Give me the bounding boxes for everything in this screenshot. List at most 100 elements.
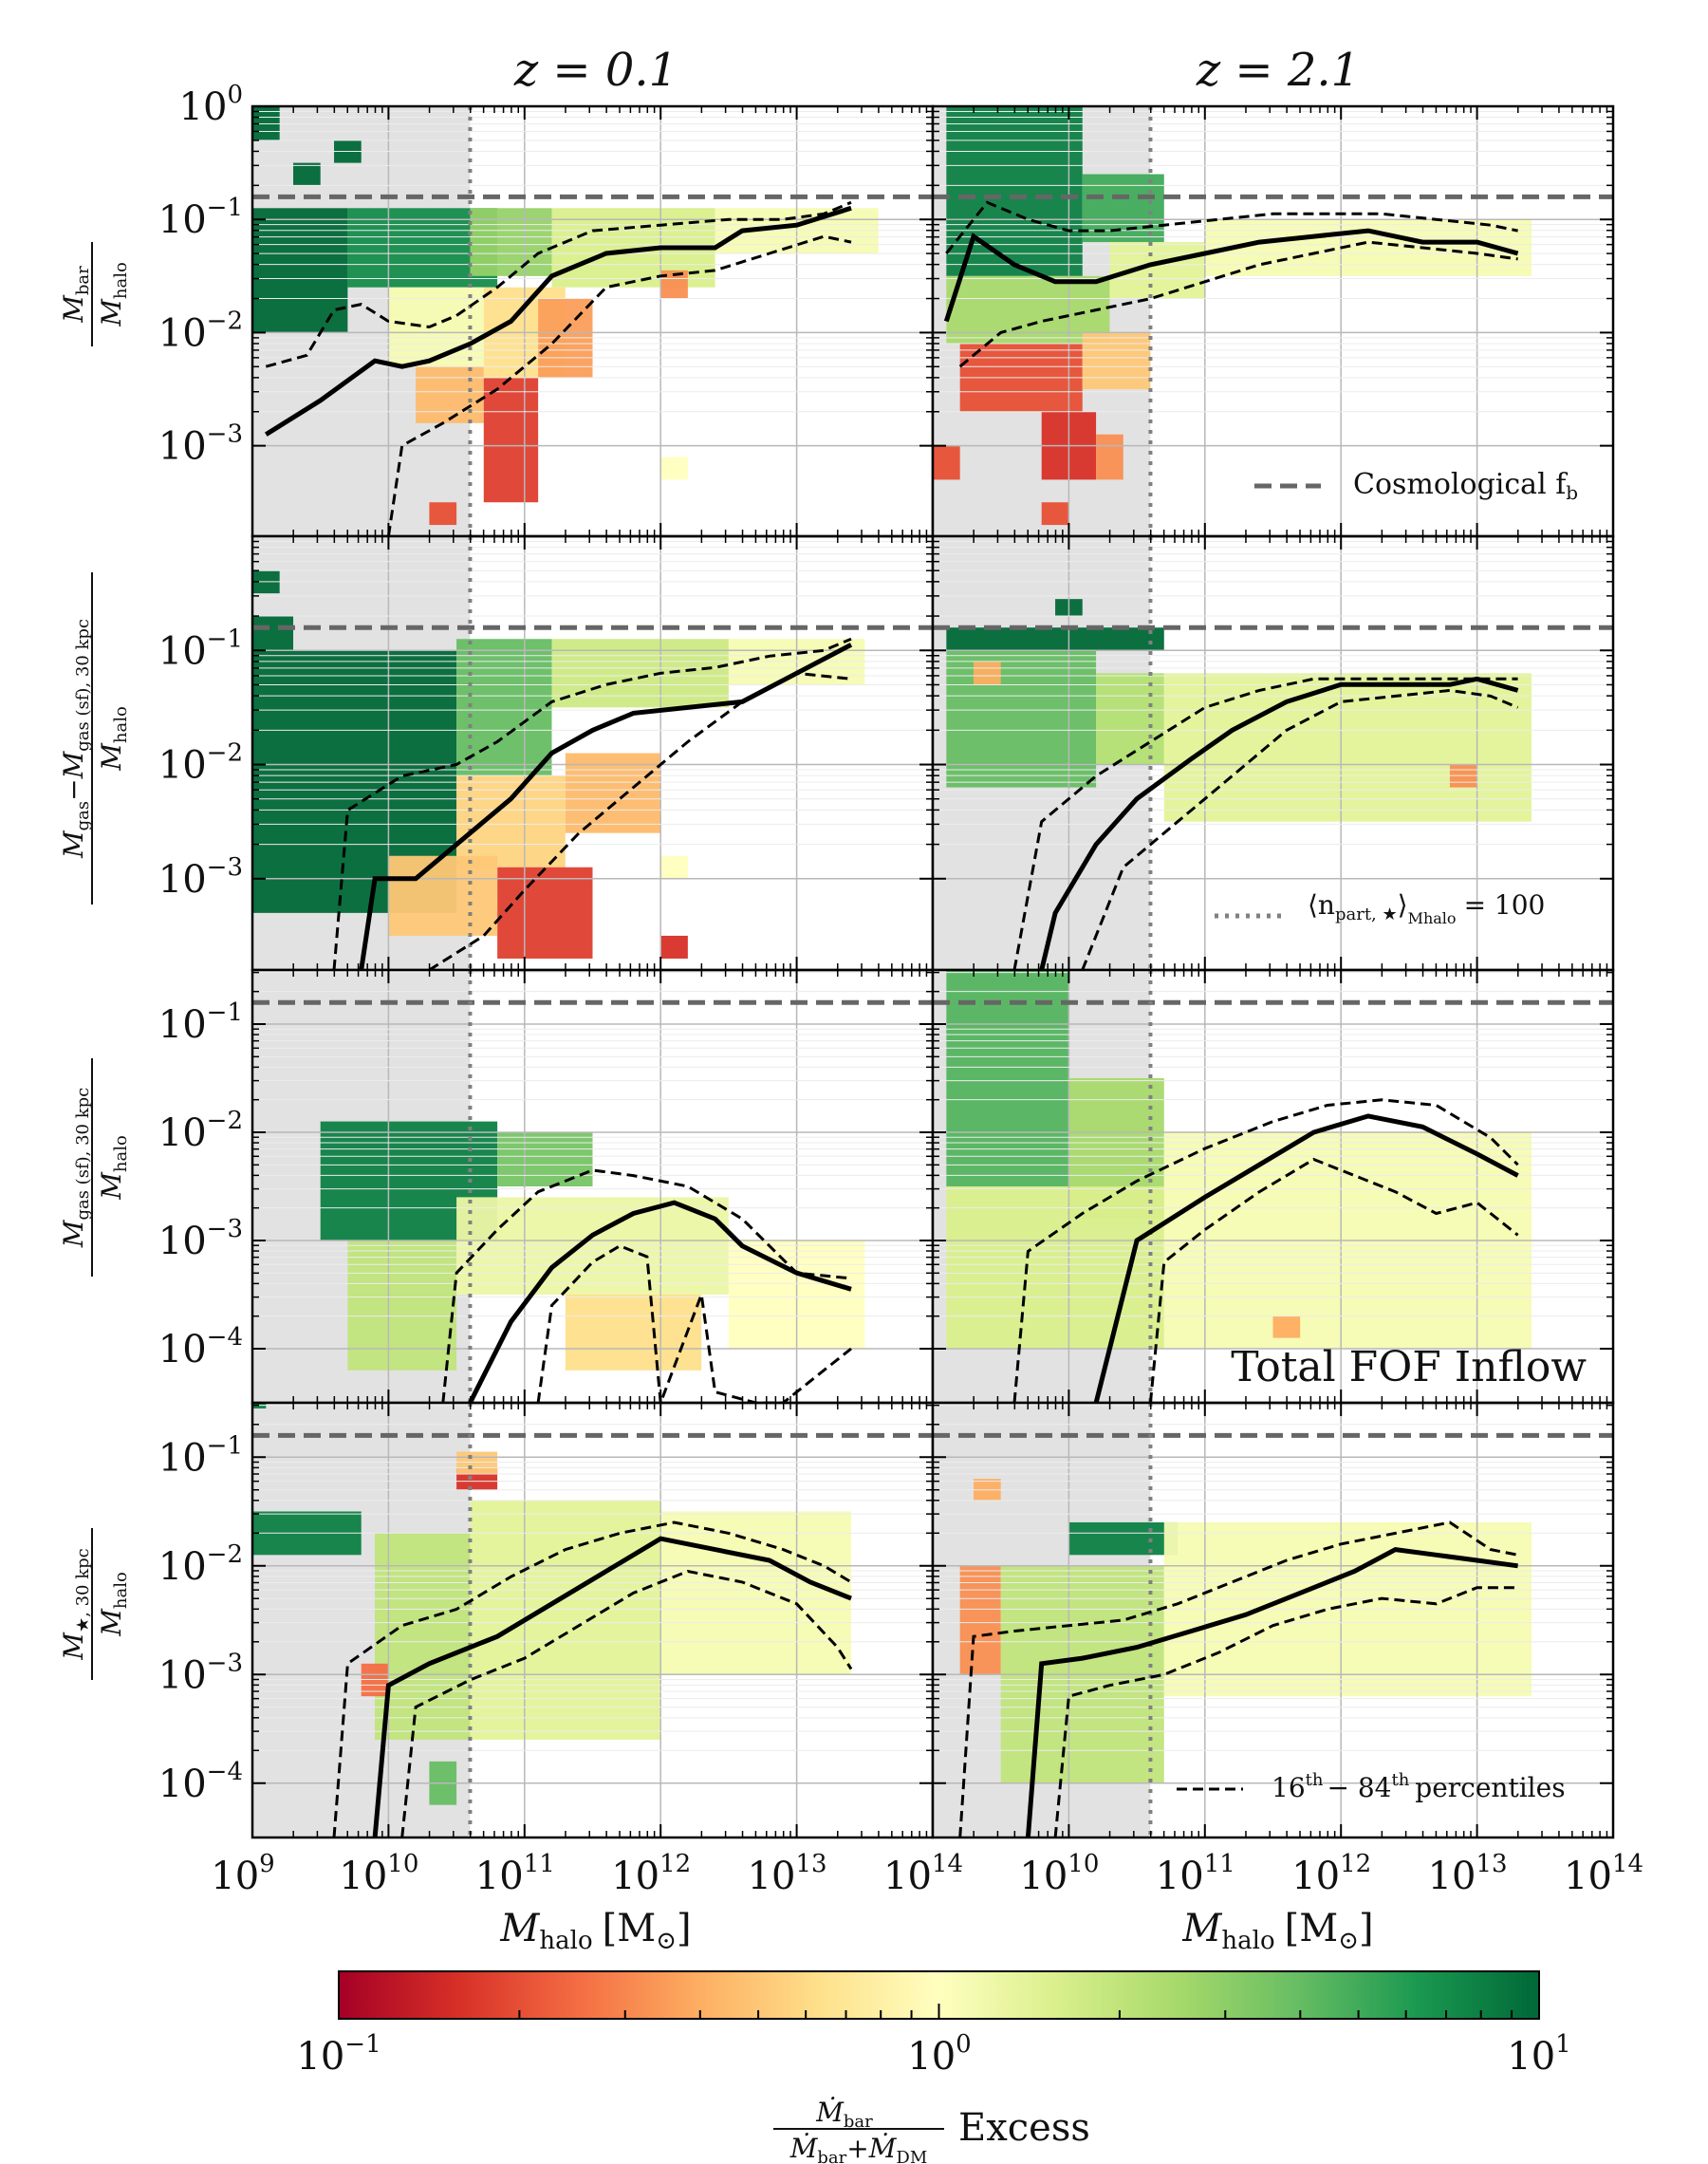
y-tick-label: 10−3: [158, 420, 243, 469]
colorbar-tick-label-2: 101: [1507, 2030, 1570, 2079]
y-tick-label-exp: −4: [207, 1323, 243, 1352]
legend-npart-close: ⟩: [1398, 889, 1408, 921]
svg-text:Mhalo: Mhalo: [96, 1572, 131, 1637]
y-tick-label-base: 10: [158, 1328, 207, 1371]
percentile-84-line: [1012, 1098, 1519, 1403]
percentile-16-line: [1053, 1586, 1518, 1838]
y-tick-label: 10−2: [158, 1540, 243, 1589]
svg-text:Mgas−Mgas (sf), 30 kpc: Mgas−Mgas (sf), 30 kpc: [58, 619, 93, 859]
y-tick-label-base: 10: [158, 1436, 207, 1480]
percentile-84-line: [945, 200, 1518, 254]
y-tick-label-base: 10: [158, 198, 207, 242]
heatmap-cell: [429, 502, 457, 526]
panel-z0.1-row2: 10−110−210−3: [158, 534, 935, 972]
y-tick-label-exp: 0: [227, 81, 243, 109]
percentile-84-line: [332, 1520, 852, 1838]
column-title-right: z = 2.1: [1196, 44, 1360, 97]
y-tick-label-base: 10: [158, 1763, 207, 1806]
panel-inner-5: [933, 970, 1613, 1403]
legend-npart-eq: = 100: [1464, 889, 1546, 921]
heatmap-cell: [946, 627, 1164, 651]
cbar-den-plus: +Ṁ: [846, 2133, 897, 2164]
x-tick-label-base: 10: [611, 1855, 659, 1898]
heatmap-cell: [252, 616, 294, 651]
heatmap-cell: [456, 775, 566, 867]
panel-inner-4: [252, 970, 933, 1403]
svg-text:Mhalo: Mhalo: [96, 1135, 131, 1201]
cbar-den-sub2: DM: [896, 2148, 927, 2164]
y-tick-label-exp: −3: [207, 853, 243, 882]
y-tick-label-exp: −2: [207, 1540, 243, 1569]
y-tick-label: 10−3: [158, 1649, 243, 1697]
legend-percentiles: 16th − 84th percentiles: [1177, 1770, 1566, 1803]
panel-grid: 10010−110−210−310−110−210−310−110−210−31…: [158, 81, 1643, 1898]
legend-cosmological-fb: Cosmological fb: [1254, 468, 1578, 504]
row1-den-sub: halo: [111, 262, 131, 299]
y-tick-label-base: 10: [158, 629, 207, 673]
percentile-84-line: [332, 637, 852, 970]
legend-p-sup1: th: [1306, 1770, 1324, 1790]
median-line: [1093, 1113, 1519, 1403]
row3-num: M: [58, 1219, 89, 1248]
row1-num: M: [58, 294, 89, 324]
colorbar-label: Ṁbar Ṁbar+ṀDM Excess: [773, 2097, 1090, 2164]
heatmap-cell: [565, 1295, 702, 1371]
percentile-16-line: [386, 234, 852, 536]
percentile-16-line: [1081, 688, 1519, 970]
legend-p-16: 16: [1272, 1772, 1306, 1803]
panel-z2.1-row2: [931, 534, 1615, 972]
row2-num-sub2: gas (sf), 30 kpc: [73, 619, 93, 752]
y-tick-label-exp: −1: [207, 998, 243, 1027]
svg-text:Mhalo: Mhalo: [96, 706, 131, 772]
y-tick-label: 10−3: [158, 1215, 243, 1263]
row1-num-sub: bar: [73, 266, 93, 295]
panel-inner-6: [252, 1403, 933, 1838]
y-tick-label: 10−2: [158, 307, 243, 355]
x-tick-label-base: 10: [1428, 1855, 1476, 1898]
y-tick-label-exp: −2: [207, 739, 243, 768]
x-tick-label-exp: 10: [387, 1850, 418, 1878]
row-label-2: Mgas−Mgas (sf), 30 kpc Mhalo: [58, 572, 131, 905]
y-tick-label: 10−4: [158, 1323, 243, 1371]
y-tick-label-base: 10: [158, 311, 207, 355]
heatmap-cell: [416, 366, 484, 423]
row4-num: M: [58, 1632, 89, 1661]
y-tick-label-base: 10: [158, 1220, 207, 1263]
heatmap-cell: [1082, 332, 1151, 390]
y-tick-label: 10−4: [158, 1758, 243, 1806]
x-tick-label-base: 10: [1156, 1855, 1204, 1898]
row3-num-sub: gas (sf), 30 kpc: [73, 1088, 93, 1221]
y-tick-label-exp: −2: [207, 1107, 243, 1135]
x-tick-label-base: 10: [748, 1855, 796, 1898]
x-tick-label: 1010: [339, 1850, 418, 1898]
colorbar-tick-label-0: 10−1: [296, 2030, 381, 2079]
heatmap-cell: [959, 1565, 1001, 1675]
svg-text:⟨npart, ★⟩Mhalo= 100: ⟨npart, ★⟩Mhalo = 100: [1308, 889, 1545, 927]
x-tick-label-exp: 13: [796, 1850, 827, 1878]
annotation-total-fof-inflow: Total FOF Inflow: [1231, 1343, 1587, 1391]
x-tick-label-exp: 14: [1612, 1850, 1643, 1878]
panel-inner-1: [933, 106, 1613, 536]
y-tick-label: 10−1: [158, 1431, 243, 1480]
svg-text:Ṁbar: Ṁbar: [815, 2097, 873, 2132]
legend-npart: ⟨npart, ★⟩Mhalo = 100: [1215, 889, 1545, 927]
y-tick-label-base: 10: [158, 425, 207, 469]
heatmap-cell: [974, 662, 1001, 685]
percentile-16-line: [400, 1569, 853, 1838]
heatmap-cell: [946, 650, 1097, 788]
panel-inner-2: [252, 536, 933, 970]
median-line: [372, 1536, 852, 1838]
panel-inner-7: [933, 1403, 1613, 1838]
row-label-4: M★, 30 kpc Mhalo: [58, 1528, 131, 1680]
x-tick-label: 1014: [1564, 1850, 1643, 1898]
y-tick-label: 10−2: [158, 1107, 243, 1155]
x-tick-label: 109: [211, 1850, 274, 1898]
x-label-left-sub: halo: [539, 1927, 592, 1955]
panel-frame: [931, 1401, 1615, 1839]
row3-den-sub: halo: [111, 1135, 131, 1172]
x-tick-label-exp: 14: [932, 1850, 963, 1878]
median-line: [1039, 676, 1519, 970]
x-label-right-unit-sub: ⊙: [1338, 1927, 1359, 1955]
